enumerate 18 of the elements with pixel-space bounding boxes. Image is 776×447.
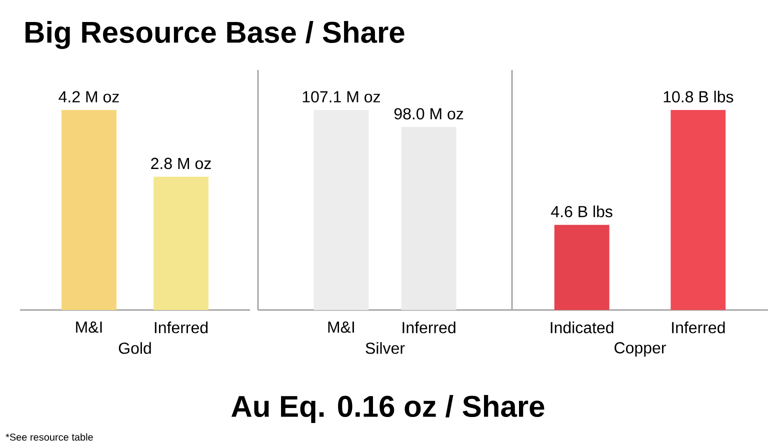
x-axis-title: Gold — [118, 342, 151, 354]
data-label: 4.2 M oz — [58, 91, 119, 102]
data-label: 4.6 B lbs — [551, 206, 612, 218]
x-tick-label: M&I — [328, 322, 354, 333]
x-axis-title: Copper — [614, 342, 666, 357]
data-label: 107.1 M oz — [302, 91, 380, 102]
data-label: 10.8 B lbs — [664, 90, 734, 102]
x-tick-label: Inferred — [672, 322, 725, 334]
text: Au Eq. 0.16 oz / Share — [231, 395, 544, 423]
x-tick-label: M&I — [76, 322, 102, 333]
x-tick-label: Indicated — [550, 322, 614, 334]
data-label: 2.8 M oz — [151, 158, 211, 170]
x-tick-label: Inferred — [154, 322, 208, 334]
chart-title: Big Resource Base / Share — [26, 20, 404, 50]
x-axis-title: Silver — [366, 342, 405, 354]
x-tick-label: Inferred — [402, 322, 456, 334]
text: *See resource table — [6, 433, 93, 441]
data-label: 98.0 M oz — [394, 108, 464, 120]
